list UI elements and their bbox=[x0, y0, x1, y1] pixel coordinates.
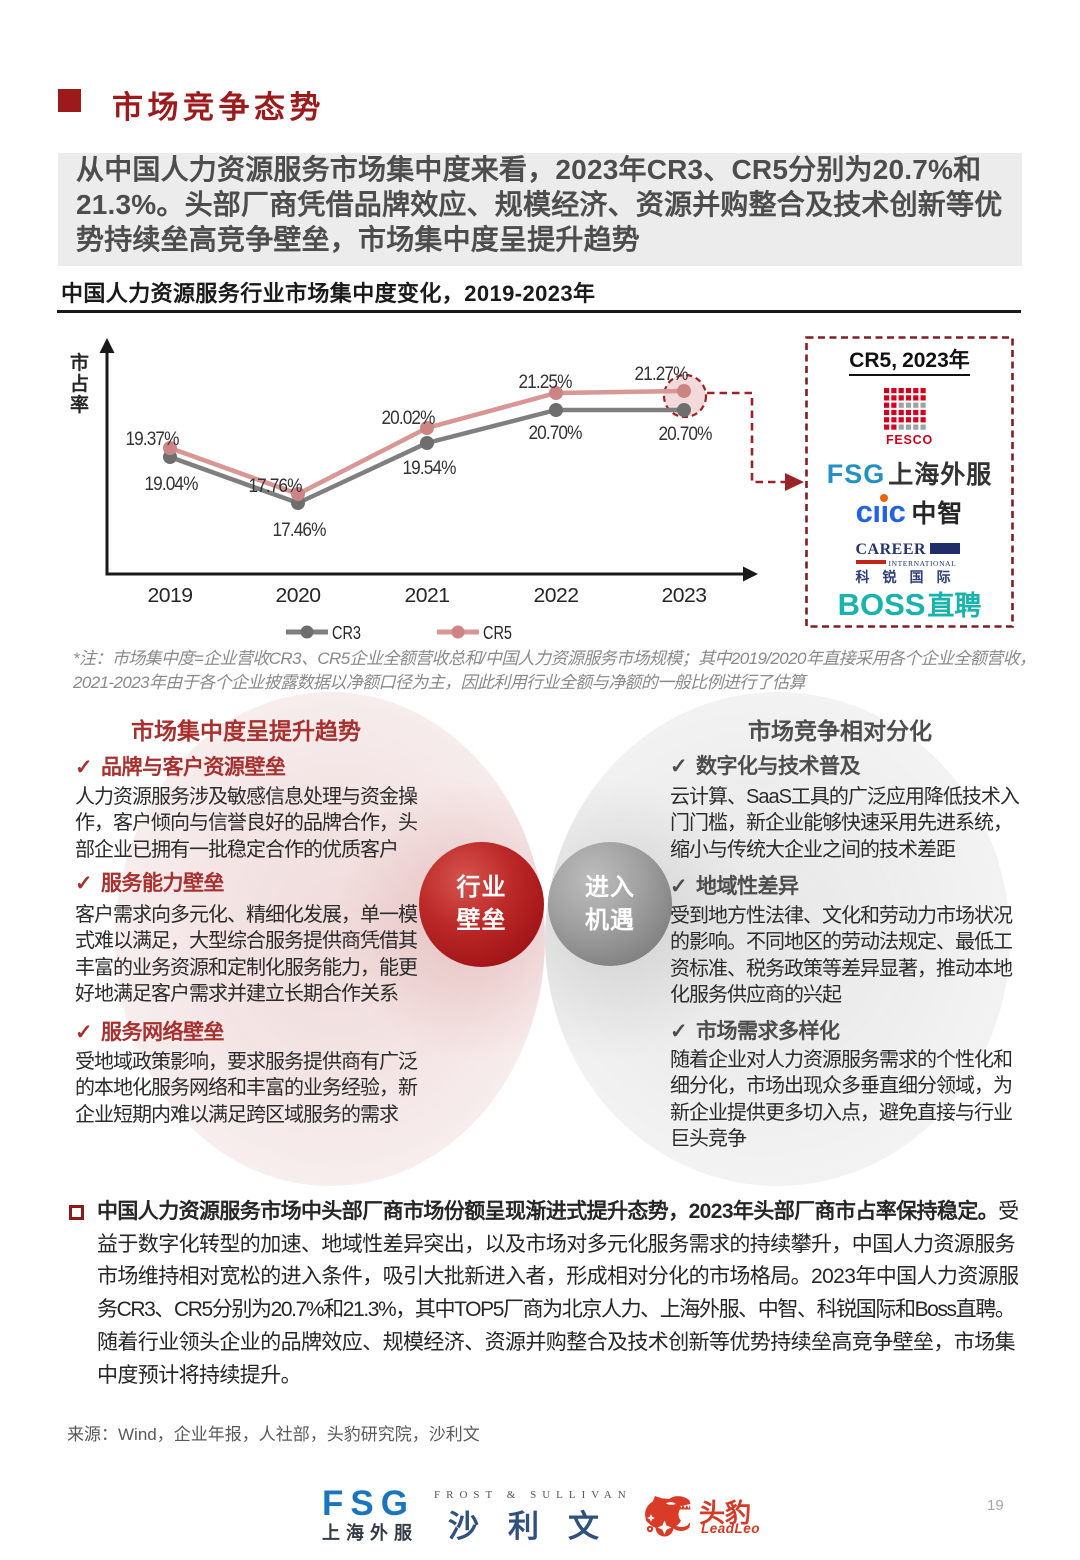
svg-text:19.37%: 19.37% bbox=[126, 429, 180, 450]
svg-text:20.02%: 20.02% bbox=[382, 408, 436, 429]
svg-text:CR3: CR3 bbox=[332, 623, 361, 643]
svg-text:2022: 2022 bbox=[534, 585, 579, 607]
svg-text:19.54%: 19.54% bbox=[403, 458, 457, 479]
svg-text:20.70%: 20.70% bbox=[529, 423, 583, 444]
svg-text:21.27%: 21.27% bbox=[635, 364, 689, 385]
svg-text:20.70%: 20.70% bbox=[659, 424, 713, 445]
svg-text:CR5: CR5 bbox=[483, 623, 512, 643]
svg-text:21.25%: 21.25% bbox=[519, 372, 573, 393]
svg-text:17.76%: 17.76% bbox=[249, 476, 303, 497]
svg-text:2020: 2020 bbox=[276, 585, 321, 607]
svg-text:19.04%: 19.04% bbox=[145, 474, 199, 495]
svg-text:17.46%: 17.46% bbox=[273, 520, 327, 541]
svg-text:2019: 2019 bbox=[148, 585, 193, 607]
svg-text:2021: 2021 bbox=[405, 585, 450, 607]
svg-text:2023: 2023 bbox=[662, 585, 707, 607]
